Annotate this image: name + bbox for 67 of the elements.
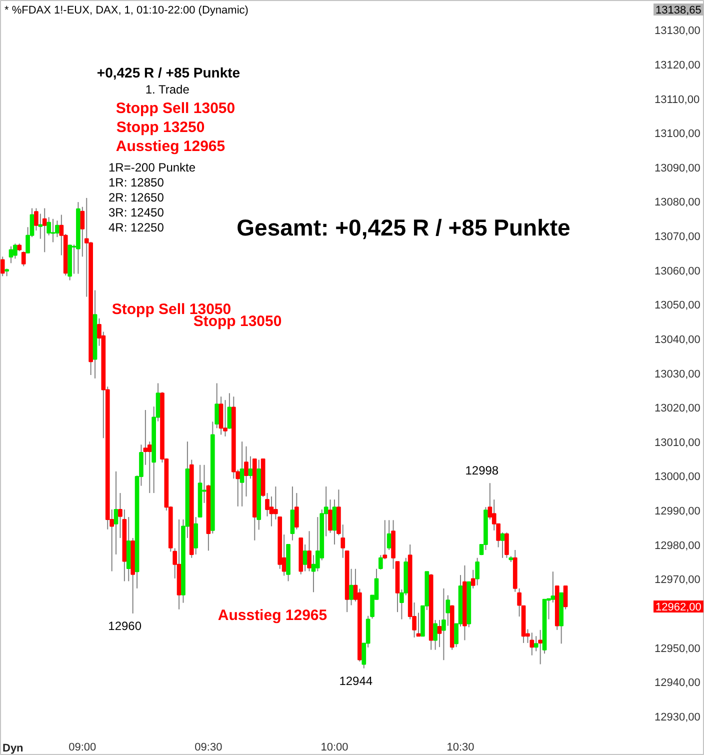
y-tick-label: 13000,00 bbox=[654, 471, 700, 484]
y-tick-label: 13020,00 bbox=[654, 402, 700, 415]
y-tick-label: 13010,00 bbox=[654, 436, 700, 449]
annotation: Stopp 13250 bbox=[116, 119, 205, 136]
annotation: 1R=-200 Punkte bbox=[108, 160, 196, 174]
candlestick bbox=[563, 586, 568, 610]
y-tick-label: 13100,00 bbox=[654, 128, 700, 140]
candlestick bbox=[433, 619, 438, 650]
candlestick bbox=[143, 409, 148, 466]
y-tick-label: 13120,00 bbox=[654, 59, 700, 72]
candlestick bbox=[349, 568, 354, 606]
y-tick-label: 13070,00 bbox=[654, 231, 700, 244]
y-tick-label: 13060,00 bbox=[654, 265, 700, 278]
candlestick bbox=[475, 557, 480, 586]
y-tick-label: 13050,00 bbox=[654, 300, 700, 312]
annotation: 12960 bbox=[108, 618, 142, 633]
candlestick bbox=[248, 456, 253, 480]
candlestick bbox=[13, 243, 18, 260]
candlestick bbox=[55, 220, 60, 238]
y-tick-label: 13110,00 bbox=[654, 94, 700, 106]
candlestick bbox=[530, 632, 534, 656]
x-tick-label: 10:30 bbox=[446, 742, 474, 754]
annotation: Ausstieg 12965 bbox=[116, 138, 226, 155]
annotation: Stopp 13050 bbox=[193, 313, 282, 330]
x-tick-label: 09:00 bbox=[68, 742, 96, 754]
annotation: 2R: 12650 bbox=[108, 190, 164, 204]
candlestick bbox=[42, 208, 47, 253]
annotation: 12998 bbox=[465, 464, 499, 478]
annotation: 1. Trade bbox=[145, 82, 190, 96]
y-tick-label: 12950,00 bbox=[654, 642, 700, 655]
y-tick-label: 13080,00 bbox=[654, 196, 700, 209]
y-tick-label: 13090,00 bbox=[654, 162, 700, 174]
candlestick bbox=[240, 441, 244, 507]
annotation: 12962,00 bbox=[656, 602, 702, 614]
annotation: 1R: 12850 bbox=[108, 176, 164, 190]
annotation: 13138,65 bbox=[656, 4, 702, 16]
annotation: Ausstieg 12965 bbox=[218, 607, 328, 624]
candlestick bbox=[290, 486, 295, 541]
candlestick bbox=[50, 218, 56, 243]
candlestick bbox=[550, 571, 556, 603]
candlestick bbox=[302, 544, 308, 572]
x-tick-label: 09:30 bbox=[194, 742, 222, 754]
annotation: Dyn bbox=[2, 742, 24, 754]
annotation: Stopp Sell 13050 bbox=[116, 100, 236, 117]
candlestick bbox=[0, 256, 5, 277]
candlestick bbox=[504, 532, 509, 558]
y-tick-label: 12980,00 bbox=[654, 540, 700, 552]
y-tick-label: 12930,00 bbox=[654, 711, 700, 724]
annotation: +0,425 R / +85 Punkte bbox=[96, 64, 240, 80]
candlestick bbox=[442, 588, 446, 661]
y-tick-label: 12990,00 bbox=[654, 506, 700, 518]
x-tick-label: 10:00 bbox=[320, 742, 348, 754]
candlestick bbox=[21, 250, 26, 267]
candlestick bbox=[500, 532, 505, 558]
chart-title: * %FDAX 1!-EUX, DAX, 1, 01:10-22:00 (Dynamic) bbox=[4, 4, 248, 16]
y-tick-label: 13130,00 bbox=[654, 25, 700, 38]
candlestick bbox=[538, 629, 543, 665]
candlestick bbox=[8, 246, 14, 264]
y-tick-label: 13040,00 bbox=[654, 334, 700, 346]
candlestick bbox=[332, 499, 337, 545]
y-tick-label: 12970,00 bbox=[654, 574, 700, 586]
annotation: 12944 bbox=[339, 674, 373, 688]
annotation: 3R: 12450 bbox=[108, 206, 164, 220]
y-tick-label: 13030,00 bbox=[654, 368, 700, 380]
y-tick-label: 12940,00 bbox=[654, 677, 700, 690]
annotation: 4R: 12250 bbox=[108, 220, 164, 234]
annotation: Gesamt: +0,425 R / +85 Punkte bbox=[236, 214, 570, 240]
